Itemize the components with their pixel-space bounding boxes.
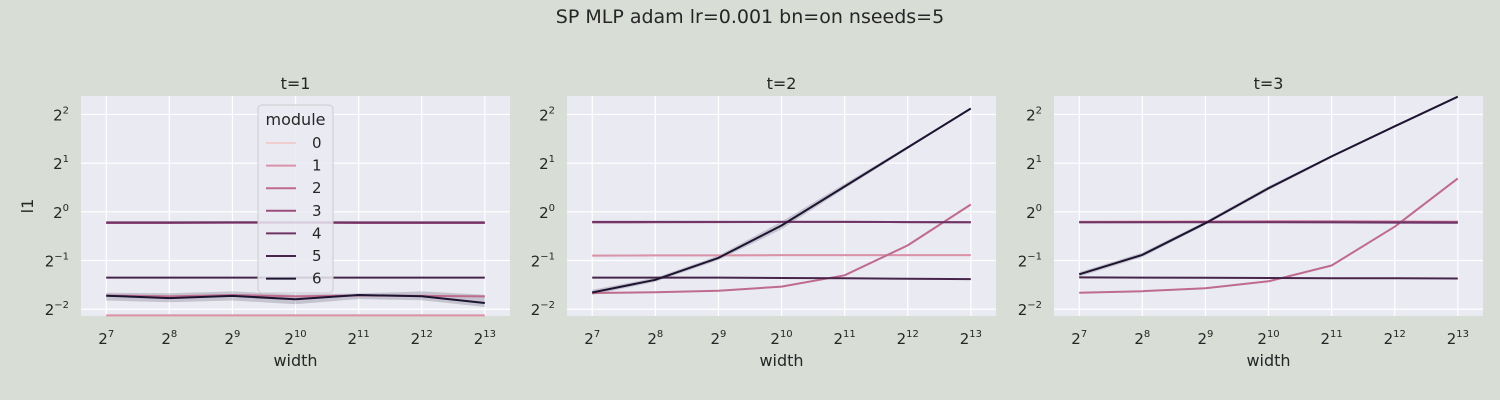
legend-entry-5: 5 — [312, 247, 322, 265]
legend-box — [257, 104, 334, 294]
panel-3: 27 28 29 210 211 212 213 2−2 2−1 20 21 22 t=3 width — [1018, 74, 1483, 370]
panel-1: 27 28 29 210 211 212 2132−22−1202122t=1widthl1… — [18, 74, 510, 370]
y-tick-label: 2−2 — [45, 300, 69, 319]
x-tick-label: 29 — [224, 329, 240, 348]
y-tick-label: 2−1 — [45, 252, 69, 271]
series-line-5 — [1079, 276, 1458, 280]
y-tick-label: 2−2 — [531, 300, 555, 319]
series-line-2 — [592, 203, 972, 294]
x-tick-label: 213 — [474, 329, 496, 348]
panel-title: t=1 — [281, 74, 311, 93]
x-tick-label: 27 — [584, 329, 600, 348]
series-line-6 — [592, 107, 972, 294]
series-line-2 — [1079, 177, 1459, 294]
legend-entry-3: 3 — [312, 202, 322, 220]
y-tick-label: 21 — [53, 154, 69, 173]
x-axis-label: width — [273, 351, 317, 370]
y-tick-label: 21 — [1026, 154, 1042, 173]
legend-entry-6: 6 — [312, 270, 322, 288]
y-tick-label: 2−2 — [1018, 300, 1042, 319]
x-tick-label: 213 — [1447, 329, 1469, 348]
series-line-6 — [1078, 95, 1459, 276]
y-tick-label: 2−1 — [531, 252, 555, 271]
x-tick-label: 27 — [1071, 329, 1087, 348]
x-tick-label: 212 — [897, 329, 919, 348]
x-tick-label: 210 — [1257, 329, 1279, 348]
x-tick-label: 28 — [1134, 329, 1150, 348]
legend-entry-2: 2 — [312, 179, 322, 197]
x-tick-label: 211 — [348, 329, 370, 348]
legend: module 0 1 2 3 4 5 6 — [257, 104, 334, 294]
x-tick-label: 210 — [284, 329, 306, 348]
panel-2: 27 28 29 210 211 212 213 2−2 2−1 20 21 22 t=2 width — [531, 74, 996, 370]
panel-title: t=3 — [1254, 74, 1284, 93]
series-line-5 — [592, 276, 971, 281]
x-tick-label: 28 — [647, 329, 663, 348]
x-tick-label: 29 — [1197, 329, 1213, 348]
legend-title: module — [266, 110, 326, 129]
x-tick-label: 213 — [960, 329, 982, 348]
y-tick-label: 22 — [53, 105, 69, 124]
y-tick-label: 21 — [539, 154, 555, 173]
y-tick-label: 20 — [539, 203, 555, 222]
x-tick-label: 28 — [161, 329, 177, 348]
y-tick-label: 2−1 — [1018, 252, 1042, 271]
x-tick-label: 212 — [411, 329, 433, 348]
y-tick-label: 22 — [539, 105, 555, 124]
x-axis-label: width — [1246, 351, 1290, 370]
x-tick-label: 211 — [1321, 329, 1343, 348]
panels: 27 28 29 210 211 212 2132−22−1202122t=1widthl1… — [18, 74, 1483, 370]
figure-suptitle: SP MLP adam lr=0.001 bn=on nseeds=5 — [556, 6, 944, 28]
x-tick-label: 27 — [98, 329, 114, 348]
x-tick-label: 212 — [1384, 329, 1406, 348]
x-tick-label: 29 — [710, 329, 726, 348]
series-line-6 — [106, 294, 485, 304]
y-tick-label: 20 — [53, 203, 69, 222]
legend-entry-4: 4 — [312, 224, 322, 242]
legend-entry-0: 0 — [312, 134, 322, 152]
y-tick-label: 22 — [1026, 105, 1042, 124]
x-tick-label: 211 — [834, 329, 856, 348]
x-tick-label: 210 — [770, 329, 792, 348]
y-axis-label: l1 — [18, 199, 37, 214]
series-line-1 — [592, 254, 971, 257]
x-axis-label: width — [759, 351, 803, 370]
panel-title: t=2 — [767, 74, 797, 93]
legend-entry-1: 1 — [312, 157, 322, 175]
y-tick-label: 20 — [1026, 203, 1042, 222]
